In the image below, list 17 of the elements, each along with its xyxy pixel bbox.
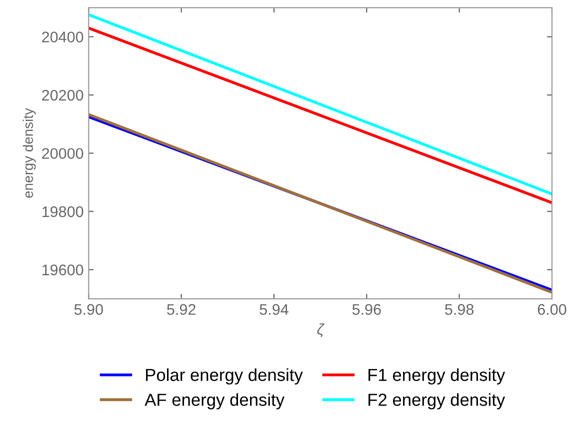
x-tick-label: 5.96 bbox=[352, 304, 381, 315]
x-tick-label: 5.92 bbox=[167, 304, 196, 315]
legend-label: Polar energy density bbox=[146, 368, 303, 385]
y-tick-label: 20000 bbox=[42, 148, 84, 159]
x-tick-label: 5.90 bbox=[74, 304, 103, 315]
x-tick-label: 5.98 bbox=[445, 304, 474, 315]
y-tick-label: 20400 bbox=[42, 32, 84, 42]
legend-label: F1 energy density bbox=[368, 368, 506, 385]
y-tick-label: 19600 bbox=[42, 264, 84, 276]
x-axis-title: ζ bbox=[317, 323, 324, 338]
y-axis-title: energy density bbox=[22, 108, 36, 198]
y-tick-label: 20200 bbox=[42, 90, 84, 101]
legend-label: AF energy density bbox=[144, 393, 285, 410]
legend-label: F2 energy density bbox=[368, 393, 506, 410]
x-tick-label: 6.00 bbox=[538, 304, 566, 315]
y-tick-label: 19800 bbox=[42, 206, 84, 218]
x-tick-label: 5.94 bbox=[260, 304, 288, 315]
